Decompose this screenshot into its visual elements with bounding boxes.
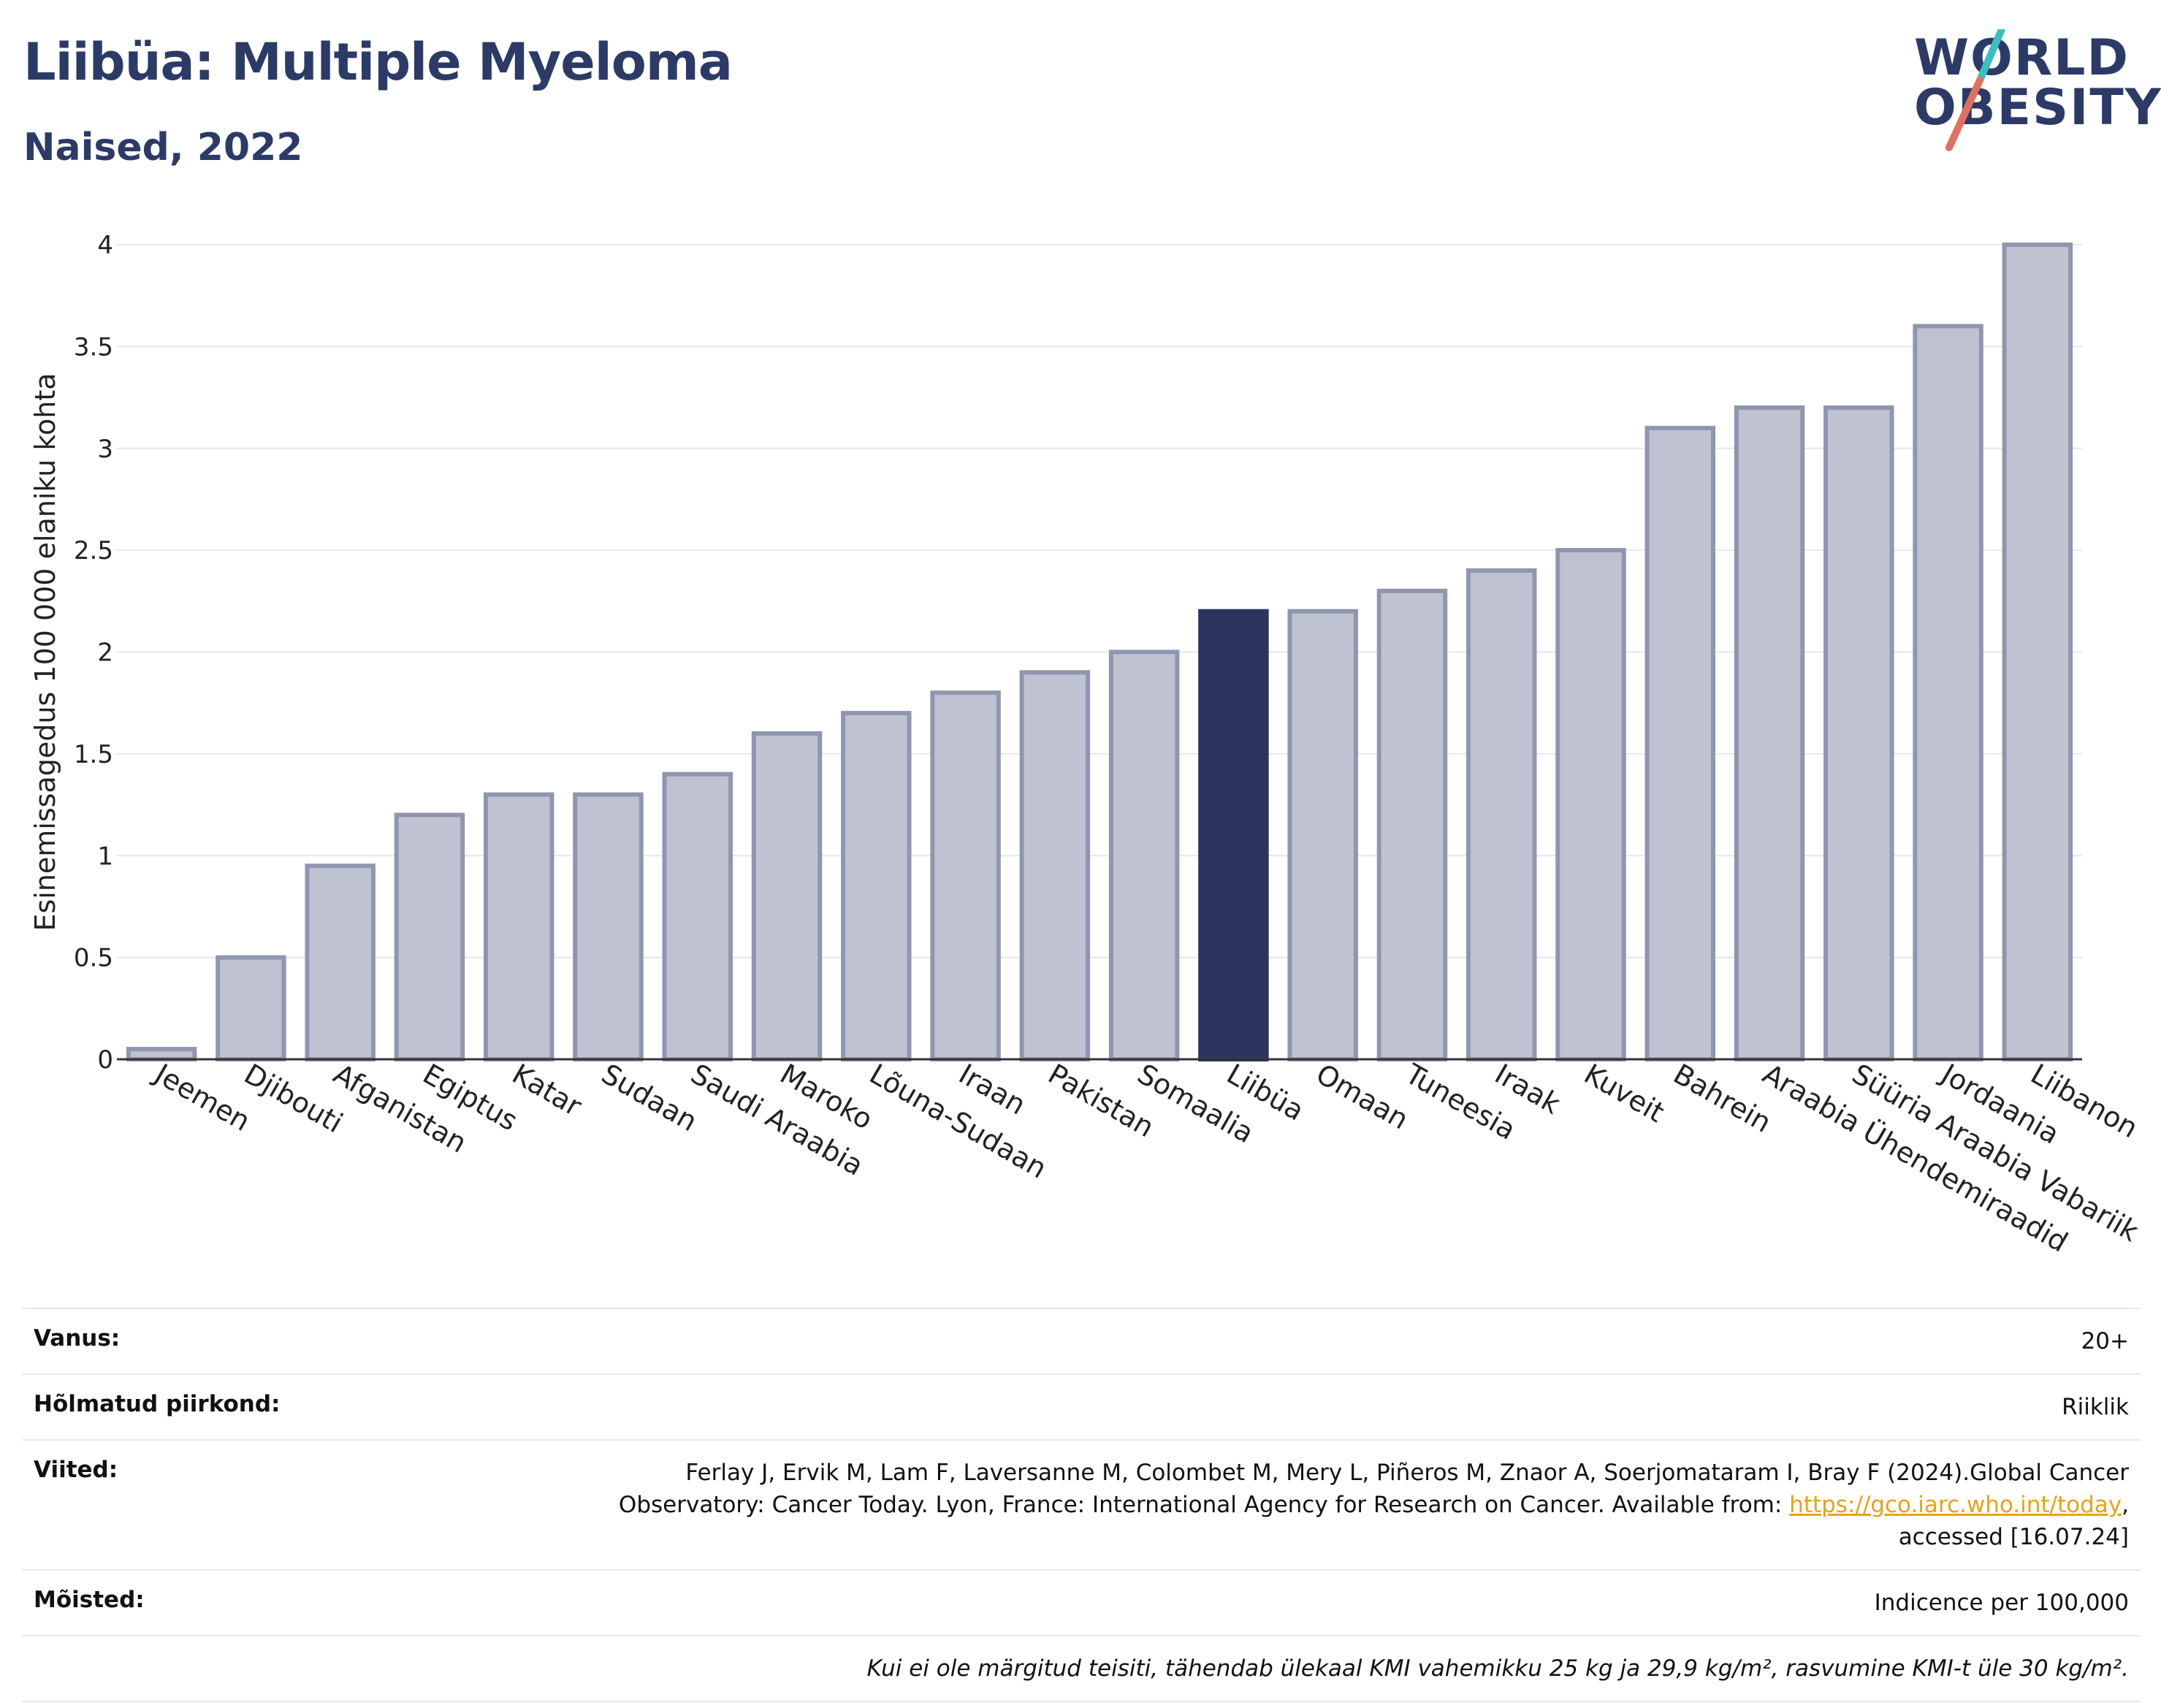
- bar: [751, 731, 823, 1061]
- bar: [1019, 670, 1091, 1061]
- bar: [1823, 405, 1894, 1061]
- references-value: Ferlay J, Ervik M, Lam F, Laversanne M, …: [595, 1457, 2129, 1553]
- info-table: Vanus: 20+ Hõlmatud piirkond: Riiklik Vi…: [22, 1308, 2141, 1702]
- y-tick-label: 1.5: [74, 740, 113, 769]
- bar: [1108, 649, 1180, 1061]
- bar: [1555, 548, 1626, 1061]
- footnote: Kui ei ole märgitud teisiti, tähendab ül…: [866, 1655, 2129, 1682]
- bar: [1734, 405, 1805, 1061]
- info-row-references: Viited: Ferlay J, Ervik M, Lam F, Lavers…: [22, 1439, 2141, 1569]
- x-tick-label: Kuveit: [1579, 1058, 1670, 1129]
- references-text: Ferlay J, Ervik M, Lam F, Laversanne M, …: [618, 1460, 2129, 1518]
- chart-title: Liibüa: Multiple Myeloma: [23, 32, 733, 92]
- bar: [394, 812, 465, 1061]
- x-tick-label: Sudaan: [596, 1058, 703, 1138]
- x-tick-label: Bahrein: [1668, 1058, 1777, 1139]
- bar: [1287, 609, 1358, 1061]
- bar-chart: 0 0.5 1 1.5 2 2.5 3 3.5 4 JeemenDjiboutiAfganist…: [29, 231, 2144, 1259]
- y-axis-label: Esinemissagedus 100 000 elaniku kohta: [29, 373, 61, 931]
- bar: [930, 690, 1001, 1061]
- y-tick-label: 2.5: [74, 536, 113, 565]
- x-tick-label: Djibouti: [239, 1058, 348, 1140]
- age-value: 20+: [2081, 1328, 2129, 1354]
- info-row-coverage: Hõlmatud piirkond: Riiklik: [22, 1373, 2141, 1439]
- references-label: Viited:: [34, 1457, 118, 1483]
- world-obesity-logo: WORLD OBESITY: [1899, 29, 2161, 153]
- definitions-value: Indicence per 100,000: [1874, 1590, 2129, 1616]
- logo-line1: WORLD: [1914, 29, 2130, 87]
- coverage-label: Hõlmatud piirkond:: [34, 1391, 281, 1417]
- y-tick-label: 2: [97, 638, 113, 668]
- bar: [216, 955, 286, 1061]
- references-tail: , accessed [16.07.24]: [1898, 1492, 2129, 1550]
- y-tick-label: 4: [97, 231, 113, 260]
- logo-slash-icon: [1945, 29, 2005, 151]
- y-tick-label: 0: [97, 1045, 113, 1075]
- definitions-label: Mõisted:: [34, 1587, 145, 1613]
- bar: [1644, 425, 1716, 1061]
- bar: [662, 771, 733, 1061]
- bar: [573, 792, 644, 1061]
- age-label: Vanus:: [34, 1325, 121, 1351]
- y-tick-label: 3: [97, 435, 113, 464]
- y-tick-labels: 0 0.5 1 1.5 2 2.5 3 3.5 4: [74, 231, 113, 1075]
- bar: [1913, 324, 1983, 1061]
- references-link[interactable]: https://gco.iarc.who.int/today: [1789, 1492, 2122, 1518]
- coverage-value: Riiklik: [2062, 1394, 2129, 1420]
- bar: [1198, 609, 1269, 1061]
- y-tick-label: 0.5: [74, 944, 113, 973]
- chart-subtitle: Naised, 2022: [23, 126, 303, 169]
- x-tick-label: Jeemen: [148, 1057, 256, 1137]
- bar: [1376, 588, 1448, 1061]
- bar: [1466, 568, 1537, 1061]
- bar: [483, 792, 554, 1061]
- bar: [126, 1047, 197, 1061]
- info-row-note: Kui ei ole märgitud teisiti, tähendab ül…: [22, 1635, 2141, 1702]
- info-row-definitions: Mõisted: Indicence per 100,000: [22, 1569, 2141, 1635]
- bar: [2002, 243, 2073, 1061]
- bars: [126, 243, 2073, 1061]
- bar: [305, 863, 376, 1061]
- y-tick-label: 1: [97, 842, 113, 871]
- info-row-age: Vanus: 20+: [22, 1308, 2141, 1373]
- y-tick-label: 3.5: [74, 332, 113, 362]
- x-tick-label: Omaan: [1311, 1058, 1414, 1136]
- bar: [841, 711, 912, 1061]
